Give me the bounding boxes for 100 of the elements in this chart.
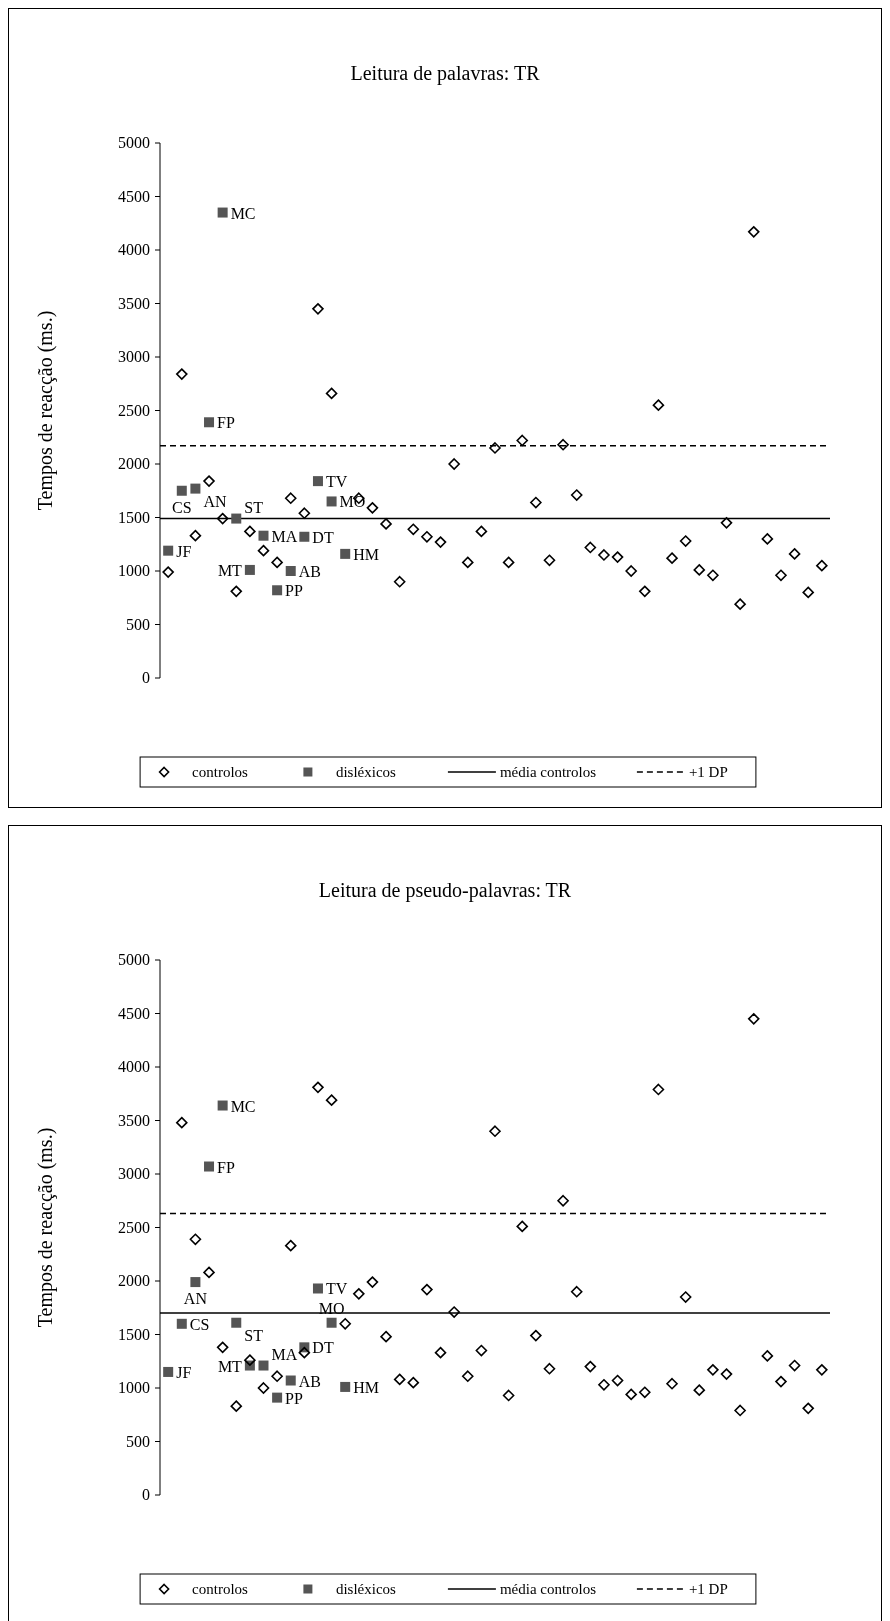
data-label: MT xyxy=(217,1357,243,1375)
point xyxy=(707,1364,719,1376)
point xyxy=(516,434,529,447)
y-axis-title: Tempos de reacção (ms.) xyxy=(34,1127,57,1328)
point xyxy=(788,548,801,560)
point xyxy=(312,476,323,487)
point xyxy=(366,502,379,514)
point xyxy=(421,1283,433,1296)
y-tick-label: 3000 xyxy=(118,1165,150,1182)
point xyxy=(734,1404,746,1417)
data-label: PP xyxy=(285,582,304,600)
point xyxy=(163,545,174,556)
point xyxy=(761,1350,774,1362)
point xyxy=(652,399,665,411)
point xyxy=(190,483,201,494)
data-label: MC xyxy=(230,1097,256,1115)
point xyxy=(299,531,310,542)
point xyxy=(216,1341,229,1354)
point xyxy=(258,530,269,541)
point xyxy=(271,1370,283,1383)
point xyxy=(257,544,270,557)
point xyxy=(639,585,651,598)
y-tick-label: 5000 xyxy=(118,134,150,151)
legend-label: controlos xyxy=(192,764,249,780)
y-tick-label: 1000 xyxy=(118,562,150,579)
point xyxy=(530,496,542,509)
data-label: HM xyxy=(353,1378,379,1396)
point xyxy=(720,517,733,529)
point xyxy=(788,1359,801,1372)
point xyxy=(570,489,583,501)
point xyxy=(231,513,242,524)
point xyxy=(652,1083,665,1096)
point xyxy=(325,1094,338,1106)
legend-label: +1 DP xyxy=(688,1581,728,1597)
point xyxy=(461,556,474,569)
data-label: CS xyxy=(189,1315,210,1333)
point xyxy=(502,556,515,569)
point xyxy=(393,575,406,588)
point xyxy=(230,1400,243,1412)
y-tick-label: 0 xyxy=(142,1486,150,1503)
point xyxy=(734,598,746,610)
point xyxy=(570,1285,583,1298)
point xyxy=(272,1392,283,1403)
data-label: AN xyxy=(203,492,227,510)
point xyxy=(421,530,433,543)
data-label: MO xyxy=(339,493,366,511)
point xyxy=(298,1346,311,1359)
point xyxy=(802,1402,815,1415)
point xyxy=(340,548,351,559)
point xyxy=(231,1317,242,1328)
point xyxy=(625,565,637,577)
data-label: AB xyxy=(298,563,321,580)
point xyxy=(380,518,392,530)
point xyxy=(325,387,338,400)
point xyxy=(598,549,610,561)
point xyxy=(598,1378,610,1391)
point xyxy=(475,1344,488,1357)
data-label: MT xyxy=(217,561,243,579)
data-label: MC xyxy=(230,204,256,222)
data-label: DT xyxy=(312,528,334,546)
point xyxy=(380,1330,392,1343)
point xyxy=(272,585,283,596)
point xyxy=(761,533,774,545)
point xyxy=(284,1239,297,1252)
point xyxy=(162,566,174,578)
point xyxy=(502,1389,515,1402)
point xyxy=(353,1288,365,1300)
point xyxy=(679,1291,692,1303)
point xyxy=(407,523,420,536)
y-tick-label: 1500 xyxy=(118,508,150,526)
y-axis-title: Tempos de reacção (ms.) xyxy=(34,310,57,511)
legend-label: média controlos xyxy=(499,764,597,780)
data-label: FP xyxy=(217,1158,235,1176)
legend-label: +1 DP xyxy=(688,764,728,780)
point xyxy=(244,525,256,538)
y-tick-label: 500 xyxy=(126,615,150,633)
point xyxy=(611,1374,624,1387)
chart-title: Leitura de pseudo-palavras: TR xyxy=(318,879,572,902)
y-tick-label: 5000 xyxy=(118,951,150,968)
point xyxy=(312,1081,324,1094)
data-label: ST xyxy=(244,498,264,516)
point xyxy=(530,1329,542,1342)
point xyxy=(204,1161,215,1172)
point xyxy=(257,1382,270,1394)
data-label: HM xyxy=(353,545,379,563)
data-label: DT xyxy=(312,1339,334,1357)
y-tick-label: 4500 xyxy=(118,187,150,205)
point xyxy=(816,1364,828,1376)
y-tick-label: 3500 xyxy=(118,294,150,312)
data-label: MA xyxy=(271,1345,298,1363)
y-tick-label: 0 xyxy=(142,669,150,686)
legend-label: disléxicos xyxy=(335,1581,397,1597)
point xyxy=(475,525,488,538)
y-tick-label: 2000 xyxy=(118,455,150,472)
point xyxy=(516,1220,529,1233)
point xyxy=(679,535,692,547)
point xyxy=(802,586,815,599)
point xyxy=(284,492,297,505)
y-tick-label: 1500 xyxy=(118,1325,150,1343)
point xyxy=(747,1013,760,1025)
